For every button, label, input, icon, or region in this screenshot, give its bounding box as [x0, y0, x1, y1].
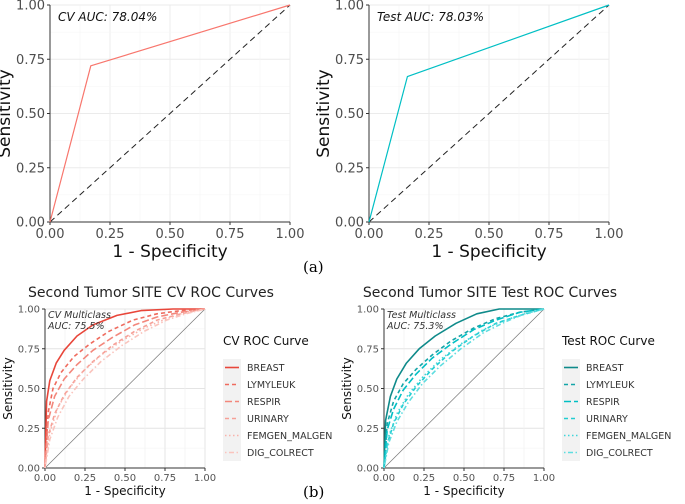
- auc-annotation: CV AUC: 78.04%: [58, 10, 157, 24]
- x-tick-label: 0.75: [154, 473, 176, 484]
- y-tick-label: 1.00: [357, 305, 379, 316]
- y-tick-label: 0.75: [335, 53, 364, 68]
- chart-3: Second Tumor SITE CV ROC Curves 0.00 0.25 0…: [1, 285, 332, 498]
- chart-title: Second Tumor SITE Test ROC Curves: [363, 285, 617, 301]
- x-tick-label: 0.00: [36, 227, 65, 242]
- y-tick-label: 0.00: [18, 464, 40, 475]
- y-axis-title: Sensitivity: [0, 69, 15, 158]
- y-tick-label: 0.75: [18, 344, 40, 355]
- legend-label-lymyleuk: LYMYLEUK: [247, 380, 296, 391]
- y-tick-label: 0.25: [335, 161, 364, 176]
- x-tick-label: 0.25: [413, 473, 435, 484]
- chart-4: Second Tumor SITE Test ROC Curves 0.00 0.2…: [340, 285, 671, 498]
- roc-curve-lymyleuk: [44, 308, 206, 469]
- y-tick-label: 0.75: [357, 344, 379, 355]
- legend-label-dig_colrect: DIG_COLRECT: [586, 448, 653, 459]
- y-tick-label: 0.00: [16, 216, 45, 231]
- chart-title: Second Tumor SITE CV ROC Curves: [28, 285, 274, 301]
- x-axis-title: 1 - Specificity: [431, 242, 546, 262]
- x-tick-label: 0.50: [475, 227, 504, 242]
- roc-curve-dig_colrect: [44, 308, 206, 469]
- y-axis-title: Sensitivity: [340, 357, 354, 419]
- legend-label-urinary: URINARY: [586, 414, 628, 425]
- chart-2: 0.00 0.25 0.50 0.75 1.00 0.00 0.25 0.50 0.75 1.00…: [314, 0, 623, 262]
- diagonal-reference-line: [49, 4, 291, 223]
- legend-key: [562, 427, 580, 444]
- legend-label-femgen_malgen: FEMGEN_MALGEN: [247, 431, 332, 442]
- roc-curve-breast: [44, 308, 205, 469]
- y-tick-label: 0.50: [16, 107, 45, 122]
- diagonal-reference-line: [368, 4, 610, 223]
- auc-annotation-line: AUC: 75.3%: [386, 321, 444, 332]
- y-axis-title: Sensitivity: [314, 69, 334, 158]
- legend-title: Test ROC Curve: [561, 334, 655, 348]
- legend-label-respir: RESPIR: [586, 397, 620, 408]
- x-tick-label: 0.00: [355, 227, 384, 242]
- y-tick-label: 0.50: [335, 107, 364, 122]
- roc-curve-breast: [383, 308, 544, 469]
- x-tick-label: 1.00: [533, 473, 555, 484]
- legend-label-femgen_malgen: FEMGEN_MALGEN: [586, 431, 671, 442]
- x-tick-label: 0.25: [96, 227, 125, 242]
- x-tick-label: 0.75: [216, 227, 245, 242]
- diagonal-reference-line: [383, 308, 545, 469]
- roc-curve-femgen_malgen: [44, 308, 206, 469]
- y-axis-title: Sensitivity: [1, 357, 15, 419]
- y-tick-label: 1.00: [18, 305, 40, 316]
- x-tick-label: 1.00: [194, 473, 216, 484]
- x-tick-label: 0.50: [114, 473, 136, 484]
- roc-curve-respir: [44, 308, 206, 469]
- x-tick-label: 0.75: [535, 227, 564, 242]
- legend-label-urinary: URINARY: [247, 414, 289, 425]
- y-tick-label: 0.50: [357, 384, 379, 395]
- x-tick-label: 1.00: [595, 227, 624, 242]
- x-tick-label: 0.25: [74, 473, 96, 484]
- y-tick-label: 0.25: [357, 424, 379, 435]
- roc-curve-lymyleuk: [383, 308, 545, 469]
- roc-curve-cv: [49, 4, 291, 223]
- auc-annotation-line: CV Multiclass: [48, 310, 111, 321]
- auc-annotation-line: AUC: 75.5%: [47, 321, 105, 332]
- y-tick-label: 1.00: [335, 0, 364, 14]
- auc-annotation: Test AUC: 78.03%: [377, 10, 484, 24]
- legend-label-breast: BREAST: [586, 363, 624, 374]
- y-tick-label: 0.00: [357, 464, 379, 475]
- legend-label-breast: BREAST: [247, 363, 285, 374]
- roc-curve-respir: [383, 308, 545, 469]
- y-tick-label: 0.50: [18, 384, 40, 395]
- legend-label-lymyleuk: LYMYLEUK: [586, 380, 635, 391]
- panel-label-a: (a): [303, 258, 324, 276]
- roc-curve-urinary: [383, 308, 545, 469]
- x-tick-label: 0.25: [415, 227, 444, 242]
- x-tick-label: 1.00: [276, 227, 305, 242]
- panel-label-b: (b): [303, 483, 325, 501]
- x-tick-label: 0.50: [156, 227, 185, 242]
- x-axis-title: 1 - Specificity: [84, 484, 165, 498]
- x-tick-label: 0.75: [493, 473, 515, 484]
- auc-annotation-line: Test Multiclass: [387, 310, 456, 321]
- x-axis-title: 1 - Specificity: [112, 242, 227, 262]
- chart-1: 0.00 0.25 0.50 0.75 1.00 0.00 0.25 0.50 0.75 1.00…: [0, 0, 304, 262]
- y-tick-label: 0.75: [16, 53, 45, 68]
- y-tick-label: 0.25: [18, 424, 40, 435]
- y-tick-label: 1.00: [16, 0, 45, 14]
- y-tick-label: 0.00: [335, 216, 364, 231]
- roc-curve-dig_colrect: [383, 308, 545, 469]
- diagonal-reference-line: [44, 308, 206, 469]
- legend-title: CV ROC Curve: [223, 334, 309, 348]
- y-tick-label: 0.25: [16, 161, 45, 176]
- x-tick-label: 0.50: [453, 473, 475, 484]
- roc-curve-femgen_malgen: [383, 308, 545, 469]
- legend-label-dig_colrect: DIG_COLRECT: [247, 448, 314, 459]
- legend-label-respir: RESPIR: [247, 397, 281, 408]
- roc-curve-test: [368, 4, 610, 223]
- x-tick-label: 0.00: [34, 473, 56, 484]
- x-axis-title: 1 - Specificity: [423, 484, 504, 498]
- x-tick-label: 0.00: [373, 473, 395, 484]
- legend-key: [223, 427, 241, 444]
